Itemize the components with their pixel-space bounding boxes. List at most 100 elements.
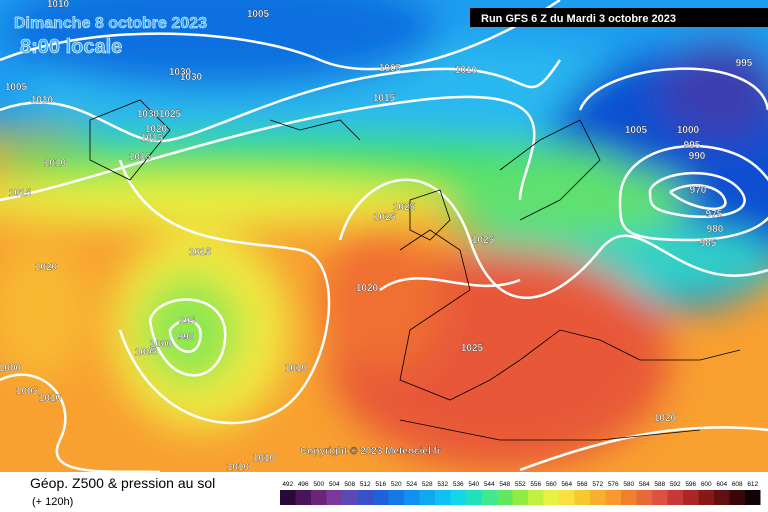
isobar-label: 1025 [374,212,397,223]
colorbar-swatch [419,490,435,505]
footer-subtitle: (+ 120h) [32,496,73,508]
colorbar-label: 544 [484,481,495,488]
colorbar-swatch [698,490,714,505]
colorbar-label: 564 [561,481,572,488]
isobar-label: 970 [690,185,707,196]
colorbar-label: 520 [391,481,402,488]
isobar-label: 1010 [39,393,62,404]
isobar-label: 1025 [461,343,484,354]
colorbar-swatch [652,490,668,505]
colorbar-label: 572 [592,481,603,488]
colorbar-swatch [590,490,606,505]
colorbar-swatch [388,490,404,505]
colorbar-label: 560 [546,481,557,488]
isobar-label: 1010 [455,65,478,76]
colorbar-swatch [326,490,342,505]
colorbar-label: 508 [344,481,355,488]
colorbar-swatch [636,490,652,505]
colorbar-label: 604 [716,481,727,488]
colorbar-swatch [745,490,761,505]
colorbar-label: 528 [422,481,433,488]
colorbar-swatch [357,490,373,505]
colorbar-label: 552 [515,481,526,488]
colorbar-swatch [729,490,745,505]
colorbar-label: 516 [375,481,386,488]
isobar-label: 990 [178,332,195,343]
isobar-label: 1005 [135,347,158,358]
isobar-label: 980 [707,224,724,235]
colorbar-label: 536 [453,481,464,488]
colorbar-label: 540 [468,481,479,488]
colorbar-swatch [311,490,327,505]
time-label: 8:00 locale [20,36,122,58]
isobar-label: 1015 [373,93,396,104]
colorbar-swatch [605,490,621,505]
isobars [0,0,768,472]
isobar-label: 1015 [141,133,164,144]
colorbar: 492 496 500 504 508 512 516 520 524 528 532 536 540 5… [280,481,761,505]
isobar-label: 995 [684,140,701,151]
isobar-label: 1005 [247,9,270,20]
isobar-label: 995 [736,58,753,69]
colorbar-label: 584 [639,481,650,488]
colorbar-label: 504 [329,481,340,488]
isobar-label: 1020 [35,262,58,273]
isobar-label: 1005 [5,82,28,93]
isobar-label: 1030 [180,72,203,83]
colorbar-label: 612 [747,481,758,488]
isobar-label: 1025 [472,235,495,246]
coastlines [89,99,741,441]
colorbar-swatch [667,490,683,505]
colorbar-label: 500 [313,481,324,488]
isobar-label: 1015 [9,188,32,199]
colorbar-label: 576 [608,481,619,488]
isobar-label: 975 [706,209,723,220]
isobar-label: 1020 [356,283,379,294]
isobar-label: 1010 [285,363,308,374]
colorbar-label: 524 [406,481,417,488]
colorbar-label: 532 [437,481,448,488]
isobar-label: 1000 [0,363,22,374]
colorbar-swatch [280,490,296,505]
colorbar-label: 600 [701,481,712,488]
colorbar-swatch [466,490,482,505]
colorbar-swatch [373,490,389,505]
isobar-label: 1030 [169,67,192,78]
isobar-label: 1010 [227,462,250,473]
colorbar-swatch [481,490,497,505]
isobar-label: 1010 [44,158,67,169]
colorbar-label: 556 [530,481,541,488]
isobar-label: 1005 [16,386,39,397]
run-box [470,8,768,27]
isobar-label: 1020 [654,413,677,424]
isobar-label: 1030 [137,109,160,120]
isobar-label: 1005 [625,125,648,136]
isobar-label: 990 [689,151,706,162]
colorbar-label: 548 [499,481,510,488]
colorbar-swatch [435,490,451,505]
colorbar-label: 496 [298,481,309,488]
isobar-label: 1015 [129,152,152,163]
isobar-label: 1025 [393,202,416,213]
colorbar-swatch [621,490,637,505]
colorbar-swatch [574,490,590,505]
colorbar-label: 492 [282,481,293,488]
colorbar-label: 588 [654,481,665,488]
isobar-label: 1010 [253,453,276,464]
isobar-label: 1010 [31,95,54,106]
isobar-label: 1010 [47,0,70,10]
colorbar-swatch [528,490,544,505]
isobar-label: 985 [700,238,717,249]
colorbar-swatch [295,490,311,505]
colorbar-label: 580 [623,481,634,488]
colorbar-label: 608 [732,481,743,488]
isobar-label: 1015 [189,247,212,258]
isobar-label: 1000 [677,125,700,136]
colorbar-label: 596 [685,481,696,488]
isobar-label: 1020 [145,124,168,135]
colorbar-swatch [450,490,466,505]
colorbar-label: 568 [577,481,588,488]
colorbar-swatch [342,490,358,505]
footer-title: Géop. Z500 & pression au sol [30,475,215,491]
